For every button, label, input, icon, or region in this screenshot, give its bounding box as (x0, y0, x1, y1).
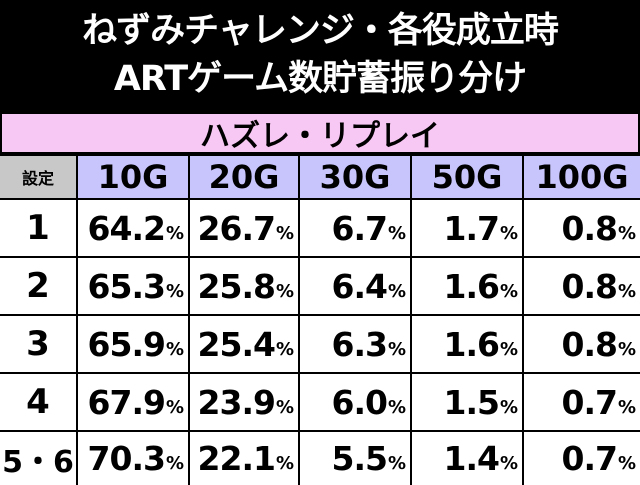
percent-sign: % (387, 222, 406, 244)
value-cell: 64.2% (78, 200, 188, 256)
value-number: 0.7 (561, 382, 617, 422)
value-cell: 0.8% (524, 200, 640, 256)
percent-sign: % (617, 453, 636, 474)
page-title: ねずみチャレンジ・各役成立時 ARTゲーム数貯蓄振り分け (0, 0, 640, 110)
table-row: 4 67.9% 23.9% 6.0% 1.5% 0.7% (0, 374, 640, 430)
value-number: 1.4 (443, 439, 499, 478)
percent-sign: % (387, 338, 406, 360)
value-cell: 6.3% (300, 316, 410, 372)
percent-sign: % (617, 280, 636, 302)
percent-sign: % (165, 453, 184, 474)
value-number: 5.5 (331, 439, 387, 478)
value-number: 25.8 (197, 266, 276, 306)
setting-label: 5・6 (0, 432, 76, 485)
header-col-20g: 20G (190, 156, 298, 198)
value-cell: 6.0% (300, 374, 410, 430)
value-cell: 25.8% (190, 258, 298, 314)
value-cell: 6.7% (300, 200, 410, 256)
percent-sign: % (387, 396, 406, 418)
value-cell: 70.3% (78, 432, 188, 485)
table-row: 5・6 70.3% 22.1% 5.5% 1.4% 0.7% (0, 432, 640, 485)
table-row: 1 64.2% 26.7% 6.7% 1.7% 0.8% (0, 200, 640, 256)
value-cell: 1.7% (412, 200, 522, 256)
value-number: 1.5 (443, 382, 499, 422)
value-number: 22.1 (197, 439, 276, 478)
percent-sign: % (499, 338, 518, 360)
value-number: 0.8 (561, 324, 617, 364)
value-number: 1.6 (443, 266, 499, 306)
percent-sign: % (165, 280, 184, 302)
value-cell: 5.5% (300, 432, 410, 485)
value-number: 25.4 (197, 324, 276, 364)
setting-label: 1 (0, 200, 76, 256)
header-col-100g: 100G (524, 156, 640, 198)
percent-sign: % (617, 396, 636, 418)
percent-sign: % (499, 222, 518, 244)
value-number: 64.2 (87, 208, 166, 248)
percent-sign: % (387, 453, 406, 474)
percent-sign: % (499, 396, 518, 418)
header-col-50g: 50G (412, 156, 522, 198)
value-number: 1.6 (443, 324, 499, 364)
percent-sign: % (165, 396, 184, 418)
value-number: 6.7 (331, 208, 387, 248)
percent-sign: % (275, 222, 294, 244)
value-cell: 0.8% (524, 316, 640, 372)
value-number: 0.8 (561, 266, 617, 306)
percent-sign: % (617, 222, 636, 244)
setting-label: 3 (0, 316, 76, 372)
value-cell: 65.9% (78, 316, 188, 372)
value-number: 23.9 (197, 382, 276, 422)
table-header-row: 設定 10G 20G 30G 50G 100G (0, 156, 640, 198)
value-number: 0.8 (561, 208, 617, 248)
table-row: 3 65.9% 25.4% 6.3% 1.6% 0.8% (0, 316, 640, 372)
value-cell: 6.4% (300, 258, 410, 314)
value-number: 65.9 (87, 324, 166, 364)
value-number: 6.4 (331, 266, 387, 306)
value-cell: 0.8% (524, 258, 640, 314)
value-number: 1.7 (443, 208, 499, 248)
percent-sign: % (165, 222, 184, 244)
header-col-10g: 10G (78, 156, 188, 198)
header-setting: 設定 (0, 156, 76, 198)
value-cell: 1.6% (412, 316, 522, 372)
percent-sign: % (387, 280, 406, 302)
value-number: 26.7 (197, 208, 276, 248)
title-line-2: ARTゲーム数貯蓄振り分け (113, 59, 527, 99)
value-cell: 1.5% (412, 374, 522, 430)
value-number: 65.3 (87, 266, 166, 306)
value-cell: 0.7% (524, 432, 640, 485)
percent-sign: % (499, 280, 518, 302)
value-number: 0.7 (561, 439, 617, 478)
section-label: ハズレ・リプレイ (0, 112, 640, 154)
value-cell: 65.3% (78, 258, 188, 314)
value-number: 6.3 (331, 324, 387, 364)
value-number: 70.3 (87, 439, 166, 478)
percent-sign: % (275, 338, 294, 360)
value-cell: 22.1% (190, 432, 298, 485)
percent-sign: % (275, 280, 294, 302)
value-cell: 26.7% (190, 200, 298, 256)
value-cell: 1.6% (412, 258, 522, 314)
value-cell: 1.4% (412, 432, 522, 485)
distribution-table: ハズレ・リプレイ 設定 10G 20G 30G 50G 100G 1 64.2%… (0, 112, 640, 485)
title-line-1: ねずみチャレンジ・各役成立時 (82, 11, 559, 51)
header-col-30g: 30G (300, 156, 410, 198)
value-cell: 0.7% (524, 374, 640, 430)
percent-sign: % (275, 453, 294, 474)
value-cell: 67.9% (78, 374, 188, 430)
value-number: 6.0 (331, 382, 387, 422)
value-cell: 25.4% (190, 316, 298, 372)
setting-label: 4 (0, 374, 76, 430)
percent-sign: % (617, 338, 636, 360)
table-row: 2 65.3% 25.8% 6.4% 1.6% 0.8% (0, 258, 640, 314)
percent-sign: % (275, 396, 294, 418)
value-cell: 23.9% (190, 374, 298, 430)
value-number: 67.9 (87, 382, 166, 422)
percent-sign: % (499, 453, 518, 474)
percent-sign: % (165, 338, 184, 360)
setting-label: 2 (0, 258, 76, 314)
